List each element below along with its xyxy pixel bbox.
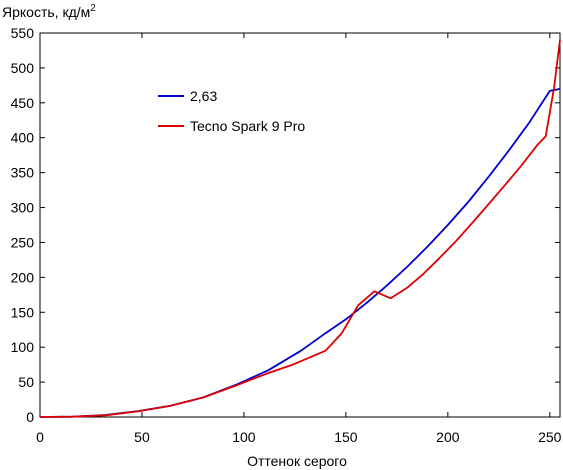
x-tick-label: 0 <box>36 429 44 445</box>
y-tick-label: 0 <box>26 409 34 425</box>
svg-text:Яркость, кд/м2: Яркость, кд/м2 <box>2 3 96 20</box>
axes: 0 50 100 150 200 250 300 350 400 450 500 550 0 50 100 1… <box>11 25 562 445</box>
series-layer <box>39 39 561 418</box>
y-tick-label: 350 <box>11 165 35 181</box>
legend-label-2: Tecno Spark 9 Pro <box>190 118 305 134</box>
legend-label-1: 2,63 <box>190 88 217 104</box>
y-tick-label: 250 <box>11 234 35 250</box>
y-tick-label: 50 <box>18 374 34 390</box>
x-axis-label: Оттенок серого <box>247 453 347 469</box>
x-tick-label: 200 <box>436 429 460 445</box>
y-tick-label: 500 <box>11 60 35 76</box>
y-tick-label: 300 <box>11 200 35 216</box>
legend: 2,63 Tecno Spark 9 Pro <box>158 88 305 134</box>
series-line-1 <box>39 88 561 418</box>
y-axis-label-superscript: 2 <box>90 3 96 14</box>
y-axis-label: Яркость, кд/м <box>2 4 90 20</box>
x-tick-label: 150 <box>334 429 358 445</box>
x-tick-label: 50 <box>134 429 150 445</box>
x-tick-label: 100 <box>232 429 256 445</box>
y-tick-label: 450 <box>11 95 35 111</box>
y-tick-label: 150 <box>11 304 35 320</box>
x-tick-label: 250 <box>538 429 562 445</box>
plot-frame <box>39 32 561 418</box>
y-axis-title: Яркость, кд/м2 <box>2 3 96 20</box>
y-tick-label: 400 <box>11 130 35 146</box>
y-tick-label: 550 <box>11 25 35 41</box>
y-tick-label: 200 <box>11 269 35 285</box>
y-tick-label: 100 <box>11 339 35 355</box>
series-line-2 <box>39 39 561 418</box>
